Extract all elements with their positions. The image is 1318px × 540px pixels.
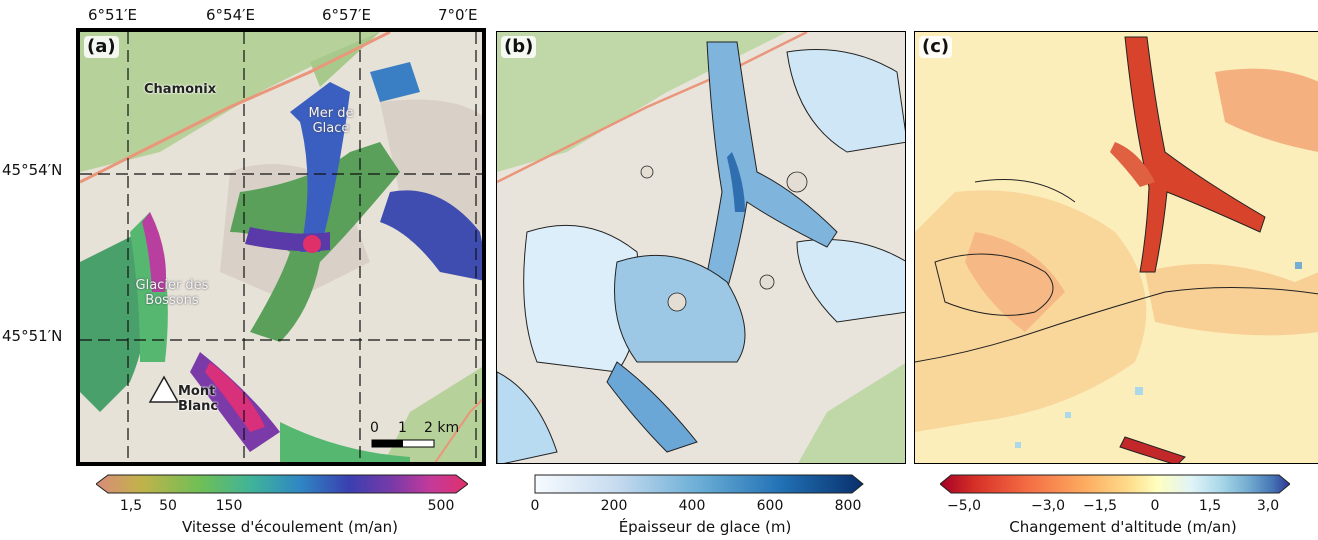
lon-label: 6°54′E	[206, 6, 256, 24]
place-glacier-des-bossons: Glacier des Bossons	[135, 278, 209, 308]
colorbar-tick: 0	[1150, 498, 1160, 514]
elevation-change-map	[915, 32, 1318, 463]
lat-label: 45°54′N	[2, 161, 63, 179]
lat-label: 45°51′N	[2, 327, 63, 345]
scalebar-tick: 2 km	[424, 420, 460, 436]
velocity-map	[80, 32, 482, 462]
colorbar-tick: 600	[756, 498, 784, 514]
colorbar-tick: 200	[600, 498, 628, 514]
colorbar-tick: 500	[427, 498, 455, 514]
colorbar-label: Vitesse d'écoulement (m/an)	[181, 518, 399, 536]
colorbar-tick: 50	[159, 498, 177, 514]
mont-blanc-marker	[148, 375, 180, 403]
colorbar-b-bar	[534, 474, 864, 494]
colorbar-tick: 400	[678, 498, 706, 514]
colorbar-a-bar	[96, 474, 468, 494]
map-panel-c[interactable]: (c)	[914, 31, 1318, 464]
colorbar-tick: −3,0	[1031, 498, 1065, 514]
thickness-map	[497, 32, 905, 463]
place-mont-blanc: Mont Blanc	[178, 384, 219, 414]
scalebar-tick: 0	[370, 420, 379, 436]
panel-label: (c)	[919, 36, 953, 58]
lon-label: 6°51′E	[88, 6, 138, 24]
colorbar-label: Changement d'altitude (m/an)	[1009, 518, 1237, 536]
panel-label: (b)	[501, 36, 537, 58]
map-panel-b[interactable]: (b)	[496, 31, 906, 464]
colorbar-tick: −1,5	[1083, 498, 1117, 514]
colorbar-tick: 800	[834, 498, 862, 514]
panel-label: (a)	[84, 36, 119, 58]
lon-label: 6°57′E	[322, 6, 372, 24]
colorbar-tick: 0	[530, 498, 540, 514]
colorbar-tick: 1,5	[1198, 498, 1222, 514]
colorbar-tick: 1,5	[119, 498, 143, 514]
colorbar-label: Épaisseur de glace (m)	[618, 518, 792, 536]
colorbar-c-bar	[940, 474, 1290, 494]
colorbar-tick: −5,0	[947, 498, 981, 514]
colorbar-tick: 3,0	[1256, 498, 1280, 514]
colorbar-tick: 150	[215, 498, 243, 514]
place-chamonix: Chamonix	[144, 82, 217, 97]
scalebar-tick: 1	[398, 420, 407, 436]
place-mer-de-glace: Mer de Glace	[308, 106, 354, 136]
map-panel-a[interactable]: (a) Chamonix Mer de Glace Glacier des Bo…	[76, 28, 486, 466]
lon-label: 7°0′E	[438, 6, 478, 24]
